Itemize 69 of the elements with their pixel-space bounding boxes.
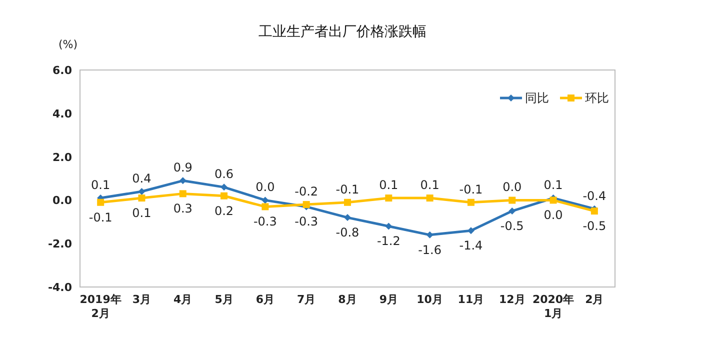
data-label: -0.5 xyxy=(582,219,606,234)
x-tick-label: 9月 xyxy=(379,293,398,306)
x-tick-label: 8月 xyxy=(338,293,357,306)
data-label: 0.0 xyxy=(544,208,563,222)
x-tick-label: 2020年 1月 xyxy=(532,293,574,320)
point xyxy=(220,192,228,200)
x-tick-label: 7月 xyxy=(297,293,316,306)
point xyxy=(426,194,434,202)
point xyxy=(138,194,146,202)
data-label: -0.5 xyxy=(500,219,524,234)
point xyxy=(220,184,228,191)
data-label: -0.1 xyxy=(459,182,483,196)
data-label: -0.4 xyxy=(582,188,606,203)
x-tick-label: 12月 xyxy=(498,293,526,306)
data-label: -0.1 xyxy=(336,182,360,196)
point xyxy=(262,196,269,204)
point xyxy=(508,196,516,204)
y-tick-label: 0.0 xyxy=(52,194,72,208)
data-label: 0.9 xyxy=(173,160,192,175)
data-label: 0.1 xyxy=(132,206,152,220)
y-tick-label: -2.0 xyxy=(48,238,72,251)
data-label: -0.2 xyxy=(294,184,318,199)
x-tick-label: 4月 xyxy=(174,293,192,306)
data-label: 0.2 xyxy=(214,204,234,218)
data-label: 0.4 xyxy=(132,172,152,186)
point xyxy=(385,194,392,202)
point xyxy=(179,177,186,184)
point xyxy=(262,203,269,210)
chart-title: 工业生产者出厂价格涨跌幅 xyxy=(258,24,426,40)
y-tick-label: 4.0 xyxy=(52,107,72,120)
point xyxy=(426,231,434,238)
x-tick-label: 6月 xyxy=(256,293,275,306)
x-tick-label: 2月 xyxy=(585,293,604,306)
data-label: -1.4 xyxy=(459,238,483,253)
point xyxy=(344,198,351,206)
data-label: 0.1 xyxy=(91,178,110,192)
x-tick-label: 5月 xyxy=(214,293,234,306)
x-tick-label: 2019年 2月 xyxy=(80,293,122,320)
y-tick-label: 6.0 xyxy=(52,64,72,77)
y-tick-label: -4.0 xyxy=(48,281,72,294)
x-tick-label: 11月 xyxy=(458,293,484,306)
data-label: 0.1 xyxy=(544,178,563,192)
point xyxy=(97,198,104,206)
point xyxy=(590,208,598,215)
data-label: -1.6 xyxy=(418,242,442,257)
data-label: 0.6 xyxy=(214,167,234,182)
point xyxy=(508,208,516,215)
data-label: 0.1 xyxy=(420,178,440,192)
data-label: -0.3 xyxy=(253,214,277,229)
data-label: 0.3 xyxy=(173,202,192,216)
legend-label: 同比 xyxy=(525,91,549,105)
data-label: 0.0 xyxy=(256,180,275,194)
point xyxy=(385,222,392,230)
y-tick-label: 2.0 xyxy=(52,150,72,164)
x-tick-label: 3月 xyxy=(132,293,152,306)
data-label: -0.8 xyxy=(336,226,360,240)
legend-label: 环比 xyxy=(585,91,609,105)
point xyxy=(467,227,474,234)
point xyxy=(179,190,186,198)
data-label: 0.0 xyxy=(502,180,522,194)
data-label: -1.2 xyxy=(376,234,400,248)
x-tick-label: 10月 xyxy=(416,293,443,306)
point xyxy=(138,188,146,196)
data-label: -0.1 xyxy=(88,210,112,224)
data-label: 0.1 xyxy=(379,178,398,192)
point xyxy=(467,198,474,206)
y-axis-title: (%) xyxy=(58,38,78,51)
data-label: -0.3 xyxy=(294,214,318,229)
point xyxy=(344,214,351,222)
